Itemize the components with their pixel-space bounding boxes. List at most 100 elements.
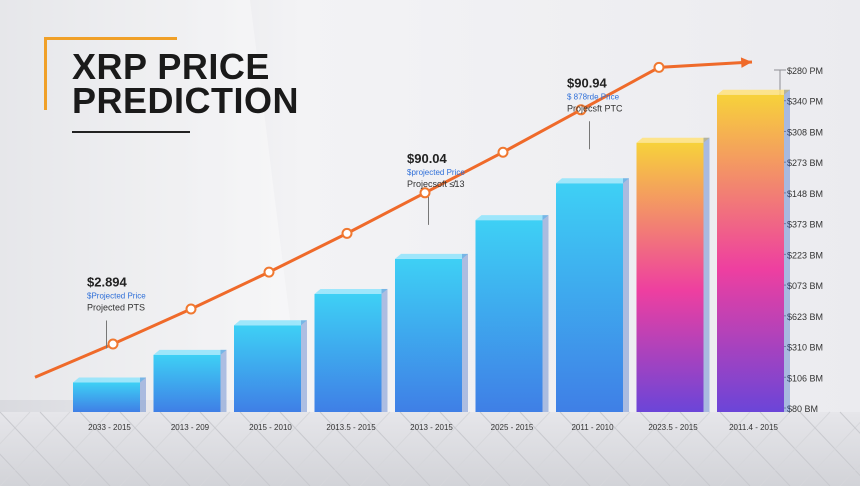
- bar: [717, 94, 784, 412]
- floor-line: [0, 453, 31, 486]
- scale-label: $273 BM: [787, 158, 823, 168]
- bar-side-face: [542, 215, 549, 412]
- bar-side-face: [623, 178, 629, 412]
- x-tick-label: 2013 - 2015: [410, 423, 453, 432]
- trend-point: [263, 266, 275, 278]
- bar-side-face: [140, 377, 146, 412]
- bar: [475, 220, 543, 412]
- floor-line: [159, 411, 231, 486]
- floor-line: [0, 411, 71, 486]
- bar-side-face: [784, 89, 790, 412]
- floor-line: [279, 411, 351, 486]
- bar-top-face: [717, 89, 790, 95]
- trend-point: [341, 227, 353, 239]
- bar-top-face: [395, 253, 468, 259]
- bar-side-face: [462, 253, 468, 412]
- floor-line: [719, 411, 791, 486]
- floor-line: [79, 411, 151, 486]
- title-accent-frame: [44, 37, 177, 110]
- bar-top-face: [153, 349, 227, 355]
- floor-line: [839, 464, 860, 486]
- floor-line: [39, 411, 111, 486]
- floor-line: [399, 411, 471, 486]
- bars: [73, 89, 790, 412]
- x-tick-label: 2013 - 209: [171, 423, 210, 432]
- trend-point: [497, 146, 509, 158]
- bar: [556, 183, 623, 412]
- scale-label: $310 BM: [787, 343, 823, 353]
- bar-top-face: [73, 377, 146, 383]
- floor-line: [599, 411, 671, 486]
- bar: [314, 293, 382, 412]
- bar: [153, 354, 221, 412]
- trend-point: [185, 303, 197, 315]
- floor-line: [559, 411, 631, 486]
- floor-line: [199, 411, 271, 486]
- bar-side-face: [703, 137, 710, 412]
- annotation-label: $Projected Price: [87, 291, 146, 300]
- trend-path: [34, 60, 753, 379]
- x-tick-label: 2025 - 2015: [491, 423, 534, 432]
- trend-line: [34, 57, 753, 379]
- annotations: $2.894 $Projected Price Projected PTS $90.0…: [87, 75, 623, 349]
- floor-line: [319, 411, 391, 486]
- annotation-price: $90.94: [567, 75, 608, 90]
- floor-line: [439, 411, 511, 486]
- floor-line: [639, 411, 711, 486]
- scale-label: $106 BM: [787, 373, 823, 383]
- bar-top-face: [475, 215, 549, 221]
- floor-line: [0, 411, 31, 445]
- floor-line: [239, 411, 311, 486]
- floor-line: [119, 411, 191, 486]
- floor-pattern: [0, 411, 860, 486]
- annotation-price: $2.894: [87, 274, 128, 289]
- floor-line: [759, 411, 831, 486]
- x-tick-label: 2011 - 2010: [571, 423, 614, 432]
- scale-label: $148 BM: [787, 189, 823, 199]
- bar: [234, 325, 301, 412]
- annotation-price: $90.04: [407, 151, 448, 166]
- scale-label: $623 BM: [787, 312, 823, 322]
- bar: [636, 142, 704, 412]
- trend-arrowhead: [740, 57, 752, 68]
- annotation-sub: Projecsft PTC: [567, 103, 623, 113]
- scale-label: $223 BM: [787, 250, 823, 260]
- title-underline: [72, 131, 190, 133]
- x-axis-labels: 2033 - 2015 2013 - 209 2015 - 2010 2013.5 -…: [88, 423, 778, 432]
- annotation-sub: Projecsoft ≰13: [407, 179, 464, 189]
- scale-label: $340 PM: [787, 97, 823, 107]
- floor-line: [679, 411, 751, 486]
- scale-label: $073 BM: [787, 281, 823, 291]
- trend-point: [107, 338, 119, 350]
- window-light: [0, 0, 300, 400]
- floor-line: [519, 411, 591, 486]
- bar-side-face: [301, 320, 307, 412]
- x-tick-label: 2023.5 - 2015: [648, 423, 698, 432]
- floor-line: [839, 411, 860, 434]
- scale-label: $308 BM: [787, 127, 823, 137]
- bar-side-face: [381, 288, 388, 412]
- trend-point: [419, 187, 431, 199]
- trend-point: [653, 61, 665, 73]
- title-line-1: XRP PRICE: [72, 46, 270, 87]
- x-tick-label: 2011.4 - 2015: [729, 423, 778, 432]
- scale-label: $80 BM: [787, 404, 818, 414]
- bar-side-face: [220, 349, 227, 412]
- annotation-sub: Projected PTS: [87, 302, 145, 312]
- bar: [395, 258, 462, 412]
- annotation-label: $ 878rde Price: [567, 92, 620, 101]
- bar-top-face: [234, 320, 307, 326]
- x-tick-label: 2013.5 - 2015: [326, 423, 376, 432]
- x-tick-label: 2033 - 2015: [88, 423, 131, 432]
- x-tick-label: 2015 - 2010: [249, 423, 292, 432]
- annotation-label: $projected Price: [407, 168, 465, 177]
- trend-point: [575, 104, 587, 116]
- bar-top-face: [314, 288, 388, 294]
- bar: [73, 382, 140, 412]
- floor: [0, 412, 860, 486]
- floor-line: [799, 421, 860, 486]
- scale-label: $280 PM: [787, 66, 823, 76]
- bar-top-face: [556, 178, 629, 184]
- bar-top-face: [636, 137, 710, 143]
